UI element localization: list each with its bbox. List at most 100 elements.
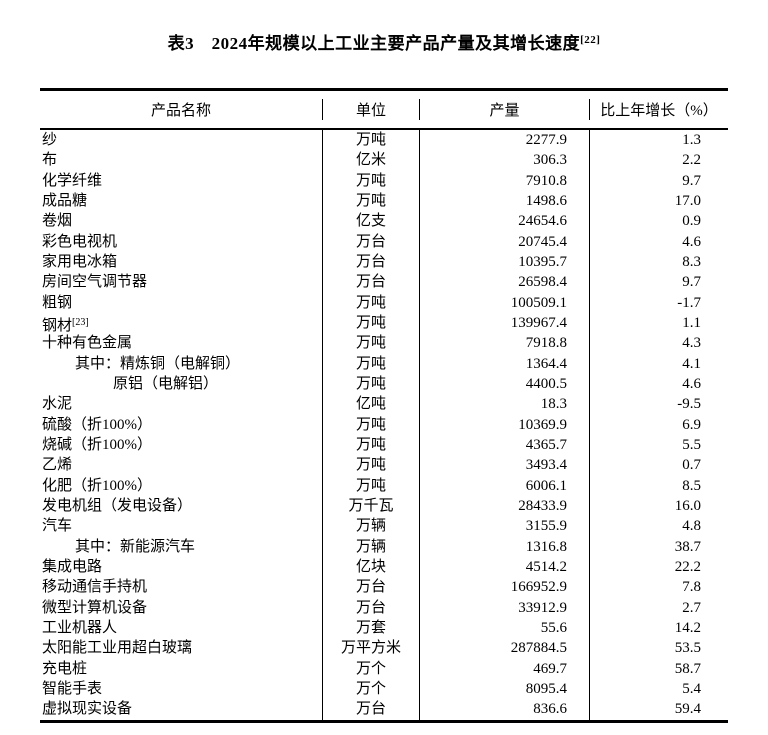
output-cell: 4400.5 [419, 373, 589, 395]
output-cell: 10369.9 [419, 414, 589, 435]
output-cell: 4365.7 [419, 434, 589, 456]
product-name-cell: 虚拟现实设备 [42, 701, 133, 718]
unit-cell: 亿米 [322, 150, 419, 171]
output-cell: 26598.4 [419, 272, 589, 293]
unit-cell: 万吨 [322, 475, 419, 496]
growth-cell: 0.7 [589, 455, 728, 476]
header-product-name: 产品名称 [150, 103, 211, 119]
output-cell: 20745.4 [419, 231, 589, 252]
product-name-cell: 水泥 [42, 396, 73, 413]
unit-cell: 万套 [322, 617, 419, 639]
growth-cell: 1.3 [589, 130, 728, 151]
table-row: 烧碱（折100%） 万吨 4365.7 5.5 [40, 434, 728, 456]
table-row: 钢材[23] 万吨 139967.4 1.1 [40, 312, 728, 337]
growth-cell: 7.8 [589, 577, 728, 598]
unit-cell: 万台 [322, 597, 419, 618]
table-row: 工业机器人 万套 55.6 14.2 [40, 617, 728, 639]
output-cell: 28433.9 [419, 495, 589, 517]
table-row: 集成电路 亿块 4514.2 22.2 [40, 556, 728, 578]
unit-cell: 亿支 [322, 211, 419, 232]
growth-cell: 8.5 [589, 475, 728, 496]
unit-cell: 万吨 [322, 170, 419, 191]
growth-cell: 9.7 [589, 170, 728, 191]
table-title: 表3 2024年规模以上工业主要产品产量及其增长速度[22] [0, 29, 768, 54]
unit-cell: 万台 [322, 251, 419, 273]
output-cell: 1316.8 [419, 536, 589, 557]
product-name-cell: 房间空气调节器 [42, 274, 148, 291]
table-row: 原铝（电解铝） 万吨 4400.5 4.6 [40, 373, 728, 395]
unit-cell: 万台 [322, 577, 419, 598]
growth-cell: 4.1 [589, 353, 728, 374]
growth-cell: 22.2 [589, 556, 728, 578]
growth-cell: 6.9 [589, 414, 728, 435]
product-name-cell: 原铝（电解铝） [113, 375, 219, 392]
growth-cell: 2.2 [589, 150, 728, 171]
growth-cell: 1.1 [589, 312, 728, 337]
unit-cell: 万个 [322, 658, 419, 679]
table-row: 移动通信手持机 万台 166952.9 7.8 [40, 577, 728, 598]
table-row: 粗钢 万吨 100509.1 -1.7 [40, 292, 728, 313]
growth-cell: 4.8 [589, 516, 728, 537]
output-cell: 10395.7 [419, 251, 589, 273]
growth-cell: -9.5 [589, 394, 728, 415]
table-row: 乙烯 万吨 3493.4 0.7 [40, 455, 728, 476]
table-row: 发电机组（发电设备） 万千瓦 28433.9 16.0 [40, 495, 728, 517]
unit-cell: 万吨 [322, 353, 419, 374]
product-name-cell: 其中：精炼铜（电解铜） [75, 355, 241, 372]
table-row: 微型计算机设备 万台 33912.9 2.7 [40, 597, 728, 618]
table-row: 家用电冰箱 万台 10395.7 8.3 [40, 251, 728, 273]
growth-cell: 58.7 [589, 658, 728, 679]
output-cell: 3493.4 [419, 455, 589, 476]
output-cell: 469.7 [419, 658, 589, 679]
unit-cell: 万辆 [322, 516, 419, 537]
output-cell: 33912.9 [419, 597, 589, 618]
unit-cell: 万个 [322, 678, 419, 700]
unit-cell: 亿吨 [322, 394, 419, 415]
header-unit: 单位 [322, 99, 419, 120]
growth-cell: 17.0 [589, 190, 728, 212]
product-name-cell: 硫酸（折100%） [42, 416, 152, 433]
product-name-cell: 微型计算机设备 [42, 599, 148, 616]
table-row: 水泥 亿吨 18.3 -9.5 [40, 394, 728, 415]
unit-cell: 万吨 [322, 333, 419, 354]
header-growth: 比上年增长（%） [589, 99, 728, 120]
output-cell: 8095.4 [419, 678, 589, 700]
table-row: 太阳能工业用超白玻璃 万平方米 287884.5 53.5 [40, 638, 728, 659]
growth-cell: 8.3 [589, 251, 728, 273]
table-row: 其中：新能源汽车 万辆 1316.8 38.7 [40, 536, 728, 557]
unit-cell: 亿块 [322, 556, 419, 578]
output-cell: 18.3 [419, 394, 589, 415]
growth-cell: 38.7 [589, 536, 728, 557]
unit-cell: 万吨 [322, 373, 419, 395]
growth-cell: 9.7 [589, 272, 728, 293]
output-cell: 166952.9 [419, 577, 589, 598]
output-cell: 100509.1 [419, 292, 589, 313]
product-name-cell: 发电机组（发电设备） [42, 497, 193, 514]
product-name-cell: 十种有色金属 [42, 335, 133, 352]
product-name-cell: 工业机器人 [42, 619, 118, 636]
product-name-cell: 乙烯 [42, 457, 73, 474]
growth-cell: 14.2 [589, 617, 728, 639]
table-row: 化学纤维 万吨 7910.8 9.7 [40, 170, 728, 191]
product-name-cell: 卷烟 [42, 213, 73, 230]
unit-cell: 万吨 [322, 434, 419, 456]
growth-cell: 4.3 [589, 333, 728, 354]
output-cell: 6006.1 [419, 475, 589, 496]
product-name-cell: 移动通信手持机 [42, 579, 148, 596]
unit-cell: 万吨 [322, 130, 419, 151]
table-row: 充电桩 万个 469.7 58.7 [40, 658, 728, 679]
product-name-cell: 成品糖 [42, 192, 88, 209]
product-name-cell: 智能手表 [42, 680, 103, 697]
product-name-cell: 钢材[23] [42, 316, 89, 334]
unit-cell: 万吨 [322, 455, 419, 476]
product-name-cell: 粗钢 [42, 294, 73, 311]
unit-cell: 万辆 [322, 536, 419, 557]
output-cell: 836.6 [419, 699, 589, 720]
table-row: 卷烟 亿支 24654.6 0.9 [40, 211, 728, 232]
header-output: 产量 [419, 99, 589, 120]
growth-cell: 53.5 [589, 638, 728, 659]
product-name-cell: 汽车 [42, 518, 73, 535]
unit-cell: 万吨 [322, 190, 419, 212]
output-cell: 7918.8 [419, 333, 589, 354]
product-name-cell: 烧碱（折100%） [42, 436, 152, 453]
